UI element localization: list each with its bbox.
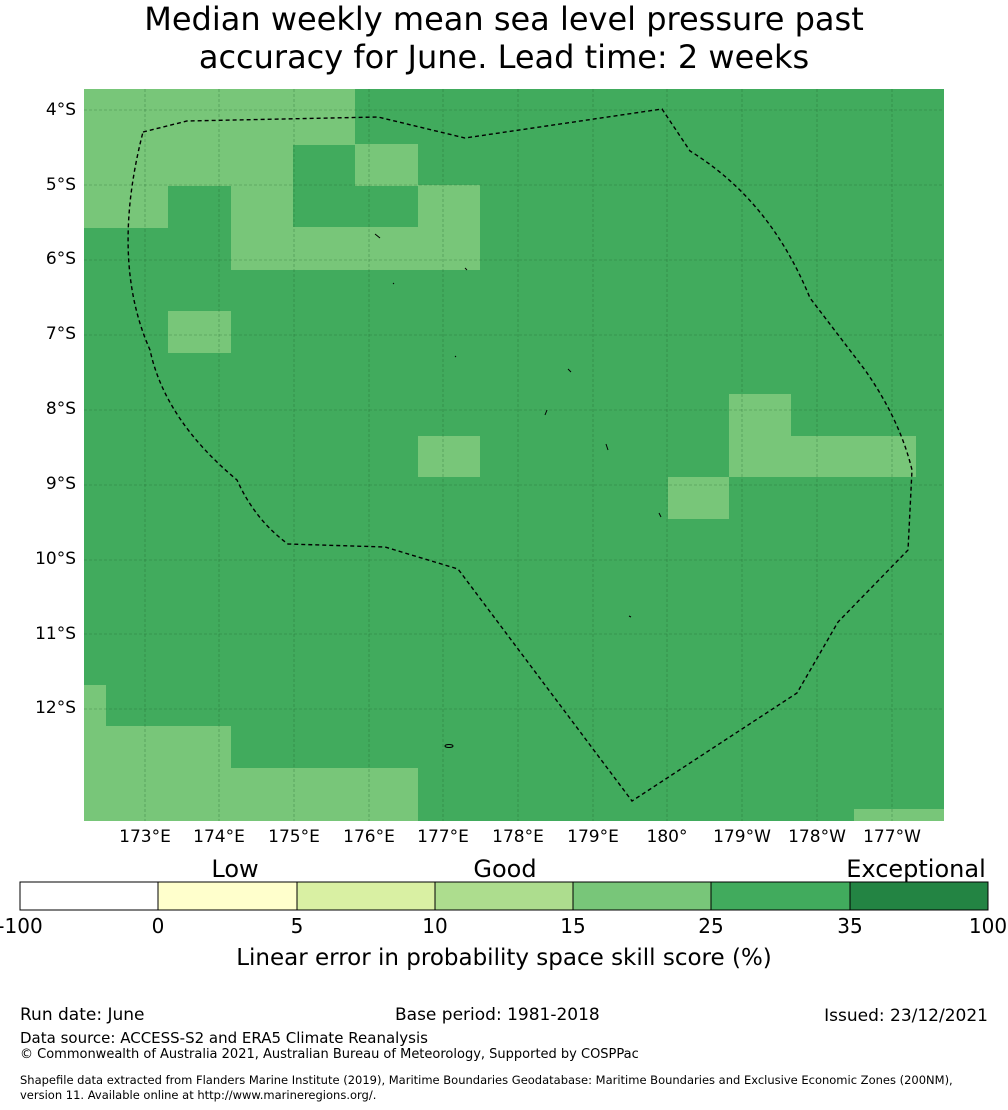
map-title-line-1: Median weekly mean sea level pressure pa… — [144, 0, 864, 38]
skill-cell — [84, 185, 168, 228]
colorbar-tick: 0 — [151, 914, 165, 938]
map-title-line-2: accuracy for June. Lead time: 2 weeks — [198, 38, 810, 76]
lat-label: 4°S — [45, 100, 76, 120]
colorbar-segment — [849, 881, 989, 911]
colorbar-tick: 25 — [698, 914, 724, 938]
lat-label: 8°S — [45, 399, 76, 419]
lat-label: 12°S — [35, 698, 76, 718]
eez-boundary — [127, 108, 913, 802]
colorbar-tick: 5 — [290, 914, 304, 938]
data-source: Data source: ACCESS-S2 and ERA5 Climate … — [20, 1029, 428, 1047]
lat-label: 11°S — [35, 624, 76, 644]
skill-cell — [168, 311, 231, 353]
lon-label: 175°E — [268, 827, 320, 847]
skill-cell — [231, 227, 480, 270]
islands — [374, 233, 662, 748]
island — [605, 443, 609, 451]
lon-label: 179°W — [713, 827, 771, 847]
lon-label: 180° — [646, 827, 688, 847]
colorbar-tick: 35 — [837, 914, 863, 938]
island — [567, 368, 572, 373]
lat-label: 7°S — [45, 324, 76, 344]
colorbar-tick: -100 — [0, 914, 43, 938]
colorbar-segment — [157, 881, 298, 911]
skill-cell — [854, 809, 944, 821]
colorbar-tick: 15 — [560, 914, 586, 938]
island — [464, 267, 468, 271]
colorbar-tick: 10 — [422, 914, 448, 938]
lon-label: 176°E — [343, 827, 395, 847]
lat-label: 10°S — [35, 549, 76, 569]
skill-cell — [355, 144, 418, 186]
lon-label: 178°E — [492, 827, 544, 847]
map-gridlines — [84, 89, 944, 821]
lat-label: 6°S — [45, 249, 76, 269]
colorbar-segment — [434, 881, 574, 911]
colorbar-segment — [296, 881, 436, 911]
issued-date: Issued: 23/12/2021 — [824, 1006, 988, 1026]
skill-cell — [84, 726, 231, 769]
skill-cell — [231, 185, 293, 228]
colorbar — [19, 881, 989, 911]
category-label-good: Good — [473, 855, 537, 883]
light-skill-cells — [84, 89, 944, 821]
shapefile-credit-line-1: Shapefile data extracted from Flanders M… — [20, 1073, 953, 1087]
island — [392, 282, 395, 285]
lon-label: 177°E — [417, 827, 469, 847]
island — [444, 744, 454, 748]
lon-label: 179°E — [567, 827, 619, 847]
lat-label: 5°S — [45, 175, 76, 195]
lon-label: 178°W — [788, 827, 846, 847]
copyright: © Commonwealth of Australia 2021, Austra… — [20, 1047, 639, 1062]
colorbar-segment — [572, 881, 712, 911]
shapefile-credit-line-2: version 11. Available online at http://w… — [20, 1088, 377, 1102]
base-period: Base period: 1981-2018 — [395, 1005, 600, 1025]
skill-cell — [84, 768, 418, 821]
category-label-low: Low — [211, 855, 259, 883]
category-label-exceptional: Exceptional — [846, 855, 986, 883]
island — [544, 409, 548, 416]
run-date: Run date: June — [20, 1005, 145, 1025]
colorbar-segment — [19, 881, 159, 911]
skill-cell — [84, 144, 293, 186]
skill-cell — [418, 185, 480, 228]
skill-cell — [668, 477, 729, 519]
skill-cell — [729, 436, 916, 477]
colorbar-tick: 100 — [968, 914, 1008, 938]
island — [454, 355, 457, 358]
skill-cell — [418, 436, 480, 477]
lon-label: 177°W — [863, 827, 921, 847]
island — [658, 512, 662, 518]
lat-label: 9°S — [45, 474, 76, 494]
lon-label: 173°E — [119, 827, 171, 847]
skill-cell — [84, 89, 355, 145]
skill-cell — [729, 394, 791, 437]
lon-label: 174°E — [193, 827, 245, 847]
island — [628, 615, 632, 618]
colorbar-segment — [710, 881, 851, 911]
colorbar-title: Linear error in probability space skill … — [236, 945, 772, 971]
island — [374, 233, 381, 239]
skill-cell — [84, 685, 106, 727]
